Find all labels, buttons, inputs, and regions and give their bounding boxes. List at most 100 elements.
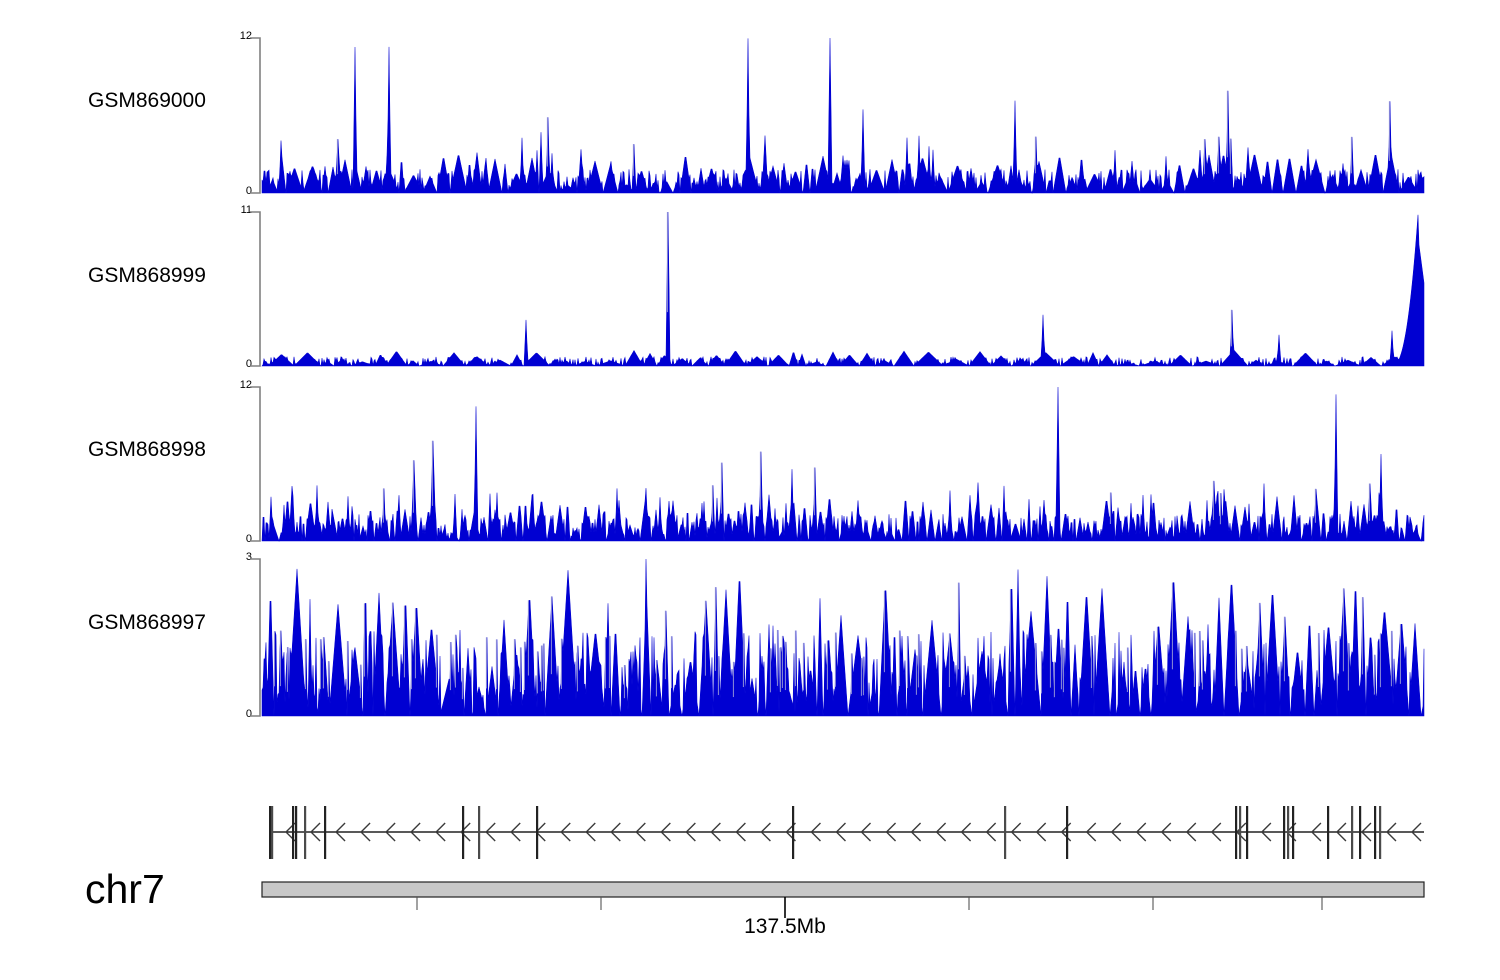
strand-arrow-left-icon xyxy=(510,822,521,842)
strand-arrow-left-icon xyxy=(1035,822,1047,842)
strand-arrow-left-icon xyxy=(1085,822,1097,842)
strand-arrow-left-icon xyxy=(1260,822,1272,842)
chromosome-label: chr7 xyxy=(85,866,165,912)
strand-arrow-left-icon xyxy=(835,822,846,842)
strand-arrow-left-icon xyxy=(360,822,371,842)
strand-arrow-left-icon xyxy=(910,822,922,842)
track-label-gsm868999: GSM868999 xyxy=(88,264,206,287)
strand-arrow-left-icon xyxy=(460,822,471,842)
strand-arrow-icon-group xyxy=(285,822,1422,842)
gene-exon[interactable] xyxy=(1379,806,1382,859)
coverage-area xyxy=(261,37,1425,194)
y-axis-max-label-gsm868998: 12 xyxy=(239,379,252,391)
strand-arrow-left-icon xyxy=(985,822,997,842)
strand-arrow-left-icon xyxy=(560,822,571,842)
strand-arrow-left-icon xyxy=(660,822,671,842)
gene-exon[interactable] xyxy=(478,806,481,859)
strand-arrow-left-icon xyxy=(1160,822,1172,842)
strand-arrow-left-icon xyxy=(685,822,696,842)
gene-exon[interactable] xyxy=(1359,806,1362,859)
coverage-area xyxy=(261,386,1425,543)
strand-arrow-left-icon xyxy=(1335,822,1347,842)
y-axis-max-label-gsm868999: 11 xyxy=(240,204,252,216)
strand-arrow-left-icon xyxy=(760,822,771,842)
strand-arrow-left-icon xyxy=(1010,822,1022,842)
gene-exon[interactable] xyxy=(1066,806,1069,859)
gene-exon[interactable] xyxy=(1287,806,1290,859)
strand-arrow-left-icon xyxy=(635,822,646,842)
coverage-peak-highlights xyxy=(382,440,1370,525)
strand-arrow-left-icon xyxy=(1185,822,1197,842)
gene-exon[interactable] xyxy=(324,806,327,859)
gene-exon[interactable] xyxy=(1246,806,1249,859)
strand-arrow-left-icon xyxy=(860,822,872,842)
strand-arrow-left-icon xyxy=(710,822,721,842)
strand-arrow-left-icon xyxy=(1411,822,1422,842)
gene-exon[interactable] xyxy=(292,806,295,859)
gene-exon[interactable] xyxy=(271,806,274,859)
gene-exon[interactable] xyxy=(536,806,539,859)
y-axis-gsm869000 xyxy=(250,37,261,194)
strand-arrow-left-icon xyxy=(585,822,596,842)
gene-exon[interactable] xyxy=(1004,806,1007,859)
strand-arrow-left-icon xyxy=(385,822,396,842)
strand-arrow-left-icon xyxy=(735,822,746,842)
strand-arrow-left-icon xyxy=(960,822,972,842)
coverage-area xyxy=(261,211,1425,367)
y-axis-min-label-gsm868997: 0 xyxy=(245,708,252,720)
gene-exon[interactable] xyxy=(1374,806,1377,859)
gene-exon-group[interactable] xyxy=(269,806,1382,859)
strand-arrow-left-icon xyxy=(885,822,897,842)
ideogram-bar[interactable] xyxy=(261,881,1425,898)
strand-arrow-left-icon xyxy=(1110,822,1122,842)
ruler-tick-group xyxy=(416,897,1323,918)
gene-exon[interactable] xyxy=(295,806,298,859)
strand-arrow-left-icon xyxy=(610,822,621,842)
strand-arrow-left-icon xyxy=(485,822,496,842)
gene-exon[interactable] xyxy=(1283,806,1286,859)
y-axis-gsm868998 xyxy=(250,386,261,542)
track-label-gsm869000: GSM869000 xyxy=(88,89,206,112)
y-axis-min-label-gsm868999: 0 xyxy=(245,358,252,370)
track-label-gsm868998: GSM868998 xyxy=(88,438,206,461)
gene-exon[interactable] xyxy=(269,806,272,859)
gene-exon[interactable] xyxy=(1351,806,1354,859)
strand-arrow-left-icon xyxy=(1310,822,1322,842)
strand-arrow-left-icon xyxy=(335,822,346,842)
y-axis-min-label-gsm868998: 0 xyxy=(245,533,252,545)
strand-arrow-left-icon xyxy=(310,822,321,842)
chromosome-ideogram-ruler[interactable] xyxy=(0,876,1500,936)
gene-exon[interactable] xyxy=(1239,806,1242,859)
coverage-peak-highlights xyxy=(336,90,1390,176)
y-axis-gsm868999 xyxy=(250,211,261,367)
y-axis-min-label-gsm869000: 0 xyxy=(245,185,252,197)
track-label-gsm868997: GSM868997 xyxy=(88,611,206,634)
gene-exon[interactable] xyxy=(462,806,465,859)
y-axis-gsm868997 xyxy=(250,558,261,717)
gene-exon[interactable] xyxy=(1327,806,1330,859)
gene-exon[interactable] xyxy=(304,806,307,859)
strand-arrow-left-icon xyxy=(1385,822,1397,842)
strand-arrow-left-icon xyxy=(435,822,446,842)
strand-arrow-left-icon xyxy=(935,822,947,842)
y-axis-max-label-gsm868997: 3 xyxy=(245,551,252,563)
strand-arrow-left-icon xyxy=(810,822,821,842)
gene-exon[interactable] xyxy=(792,806,795,859)
axis-tick-label: 137.5Mb xyxy=(744,915,826,938)
y-axis-max-label-gsm869000: 12 xyxy=(239,30,252,42)
strand-arrow-left-icon xyxy=(1135,822,1147,842)
gene-exon[interactable] xyxy=(1292,806,1295,859)
coverage-peak-highlights xyxy=(273,582,1401,700)
coverage-peak-highlights xyxy=(666,212,1232,347)
strand-arrow-left-icon xyxy=(1210,822,1222,842)
gene-exon[interactable] xyxy=(1235,806,1238,859)
gene-annotation-track[interactable] xyxy=(0,795,1500,875)
